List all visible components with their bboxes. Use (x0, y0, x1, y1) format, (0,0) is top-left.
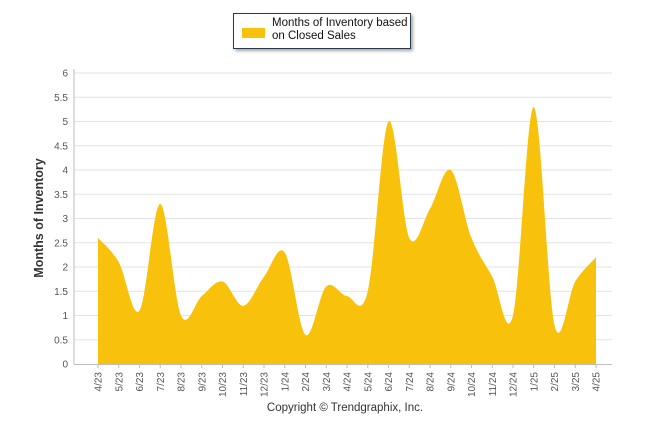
data-point (304, 333, 307, 336)
data-point (408, 236, 411, 239)
x-tick-label: 10/24 (467, 372, 478, 397)
y-tick-label: 1.5 (54, 287, 68, 298)
data-point (117, 261, 120, 264)
data-point (491, 275, 494, 278)
x-tick-label: 4/23 (94, 372, 105, 392)
x-tick-label: 9/24 (446, 372, 457, 392)
legend-label: Months of Inventory based on Closed Sale… (272, 17, 408, 42)
x-tick-labels: 4/23 5/23 6/23 7/23 8/23 9/23 10/23 11/23 12/23 1… (94, 372, 603, 397)
x-tick-label: 1/24 (280, 372, 291, 392)
legend-swatch (242, 28, 265, 38)
legend: Months of Inventory based on Closed Sale… (233, 13, 411, 49)
x-tick-label: 7/23 (156, 372, 167, 392)
data-point (325, 285, 328, 288)
x-tick-label: 4/25 (592, 372, 603, 392)
data-point (387, 120, 390, 123)
x-tick-label: 3/24 (322, 372, 333, 392)
y-tick-label: 1 (62, 311, 68, 322)
x-tick-label: 6/23 (135, 372, 146, 392)
data-point (263, 275, 266, 278)
y-tick-label: 5.5 (54, 93, 68, 104)
data-point (449, 169, 452, 172)
y-tick-label: 0 (62, 360, 68, 371)
data-point (283, 251, 286, 254)
y-tick-label: 2.5 (54, 238, 68, 249)
data-point (553, 324, 556, 327)
x-tick-label: 11/24 (488, 372, 499, 397)
y-tick-label: 4.5 (54, 141, 68, 152)
data-point (159, 202, 162, 205)
y-tick-label: 2 (62, 263, 68, 274)
y-tick-label: 3 (62, 214, 68, 225)
x-tick-label: 9/23 (197, 372, 208, 392)
data-point (595, 256, 598, 259)
data-point (200, 295, 203, 298)
data-point (366, 290, 369, 293)
x-tick-label: 12/24 (509, 372, 520, 397)
area-path (98, 106, 596, 364)
x-tick-label: 3/25 (571, 372, 582, 392)
data-point (532, 105, 535, 108)
area-series (97, 105, 598, 364)
x-tick-label: 5/24 (363, 372, 374, 392)
y-tick-label: 6 (62, 69, 68, 80)
x-tick-label: 10/23 (218, 372, 229, 397)
x-tick-label: 11/23 (239, 372, 250, 397)
data-point (242, 304, 245, 307)
y-axis-label: Months of Inventory (32, 158, 46, 277)
x-tick-label: 8/23 (177, 372, 188, 392)
y-tick-label: 3.5 (54, 190, 68, 201)
x-tick-label: 2/24 (301, 372, 312, 392)
data-point (470, 236, 473, 239)
copyright-footer: Copyright © Trendgraphix, Inc. (266, 402, 424, 414)
data-point (97, 236, 100, 239)
x-tick-label: 2/25 (550, 372, 561, 392)
data-point (180, 314, 183, 317)
x-tick-label: 12/23 (260, 372, 271, 397)
x-tick-label: 5/23 (114, 372, 125, 392)
y-tick-labels: 0 0.5 1 1.5 2 2.5 3 3.5 4 4.5 5 5.5 6 (54, 69, 68, 371)
data-point (429, 207, 432, 210)
data-point (221, 280, 224, 283)
axes (73, 69, 612, 368)
x-tick-label: 7/24 (405, 372, 416, 392)
x-tick-label: 6/24 (384, 372, 395, 392)
x-tick-label: 1/25 (529, 372, 540, 392)
data-point (574, 280, 577, 283)
x-tick-label: 4/24 (343, 372, 354, 392)
y-tick-label: 0.5 (54, 335, 68, 346)
y-tick-label: 5 (62, 117, 68, 128)
data-point (138, 309, 141, 312)
data-point (346, 295, 349, 298)
y-tick-label: 4 (62, 166, 68, 177)
x-tick-label: 8/24 (426, 372, 437, 392)
data-point (512, 314, 515, 317)
